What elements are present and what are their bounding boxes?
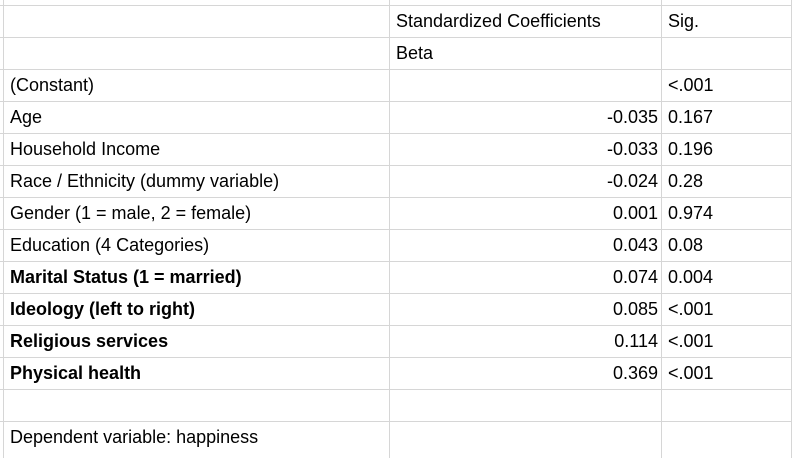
cell — [0, 0, 4, 6]
cell — [4, 166, 390, 198]
cell — [4, 294, 390, 326]
row-label: Race / Ethnicity (dummy variable) — [10, 171, 280, 191]
header-coefficients: Standardized Coefficients — [396, 11, 601, 31]
sig-value: 0.167 — [668, 107, 714, 127]
cell — [0, 326, 4, 358]
cell — [390, 102, 662, 134]
sig-value: 0.004 — [668, 267, 714, 287]
cell — [4, 262, 390, 294]
beta-value: 0.043 — [612, 235, 658, 255]
beta-value: -0.033 — [606, 139, 658, 159]
cell — [390, 0, 662, 6]
cell — [4, 70, 390, 102]
row-label: Education (4 Categories) — [10, 235, 210, 255]
cell — [0, 166, 4, 198]
cell — [4, 358, 390, 390]
cell — [390, 134, 662, 166]
cell — [4, 390, 390, 422]
cell — [0, 230, 4, 262]
cell — [390, 262, 662, 294]
row-label: Age — [10, 107, 43, 127]
cell — [4, 6, 390, 38]
cell — [0, 6, 4, 38]
cell — [390, 390, 662, 422]
sig-value: 0.28 — [668, 171, 704, 191]
beta-value: 0.369 — [612, 363, 658, 383]
cell — [0, 102, 4, 134]
sig-value: <.001 — [668, 331, 714, 351]
cell — [390, 6, 662, 38]
cell — [0, 134, 4, 166]
cell — [0, 38, 4, 70]
cell — [4, 326, 390, 358]
sig-value: 0.08 — [668, 235, 704, 255]
row-label: Religious services — [10, 331, 169, 351]
cell — [4, 230, 390, 262]
row-label: Gender (1 = male, 2 = female) — [10, 203, 252, 223]
row-label: Marital Status (1 = married) — [10, 267, 242, 287]
cell — [4, 0, 390, 6]
cell — [390, 422, 662, 458]
row-label: Physical health — [10, 363, 142, 383]
header-beta: Beta — [396, 43, 434, 63]
cell — [4, 102, 390, 134]
cell — [662, 38, 792, 70]
beta-value: -0.035 — [606, 107, 658, 127]
cell — [390, 166, 662, 198]
beta-value: 0.074 — [612, 267, 658, 287]
row-label: Ideology (left to right) — [10, 299, 195, 319]
cell — [0, 422, 4, 458]
row-label: Household Income — [10, 139, 161, 159]
cell — [0, 358, 4, 390]
header-sig: Sig. — [668, 11, 700, 31]
cell — [4, 38, 390, 70]
beta-value: -0.024 — [606, 171, 658, 191]
sig-value: <.001 — [668, 363, 714, 383]
sig-value: <.001 — [668, 299, 714, 319]
cell — [390, 38, 662, 70]
cell — [0, 262, 4, 294]
cell — [662, 422, 792, 458]
cell — [0, 294, 4, 326]
cell — [390, 70, 662, 102]
sig-value: 0.974 — [668, 203, 714, 223]
sig-value: <.001 — [668, 75, 714, 95]
cell — [4, 422, 390, 458]
cell — [0, 70, 4, 102]
cell — [0, 198, 4, 230]
cell — [390, 198, 662, 230]
beta-value: 0.085 — [612, 299, 658, 319]
cell — [4, 198, 390, 230]
cell — [390, 230, 662, 262]
cell — [4, 134, 390, 166]
note: Dependent variable: happiness — [10, 427, 259, 447]
beta-value: 0.114 — [614, 331, 658, 351]
cell — [662, 390, 792, 422]
cell — [390, 326, 662, 358]
row-label: (Constant) — [10, 75, 95, 95]
beta-value: 0.001 — [612, 203, 658, 223]
sig-value: 0.196 — [668, 139, 714, 159]
cell — [390, 294, 662, 326]
cell — [0, 390, 4, 422]
cell — [390, 358, 662, 390]
